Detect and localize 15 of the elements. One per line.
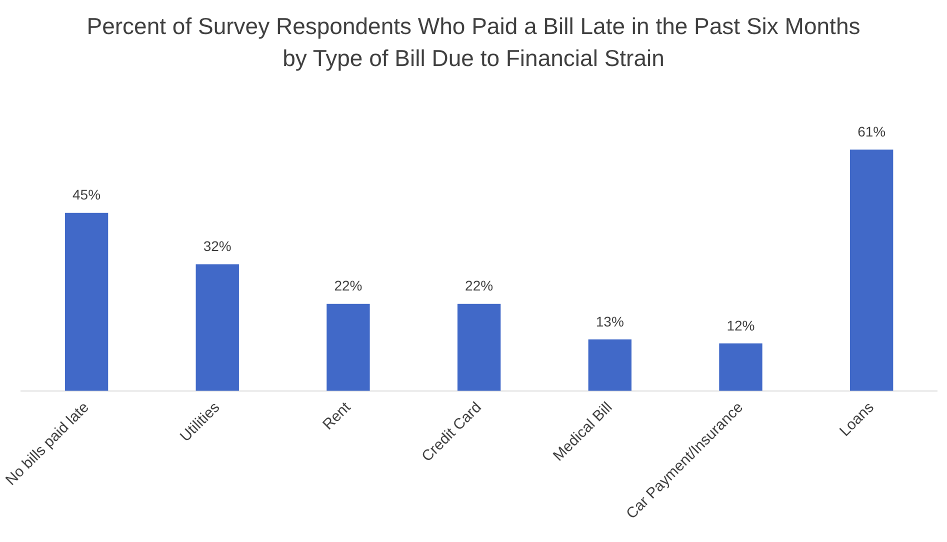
- bar: [457, 304, 501, 391]
- data-label: 22%: [465, 278, 494, 294]
- data-label: 12%: [726, 317, 755, 334]
- chart-title: Percent of Survey Respondents Who Paid a Bill Late in the Past Six Months by Type of Bill Due to Financial Strain: [86, 12, 862, 73]
- data-label: 22%: [334, 278, 362, 294]
- bar: [719, 343, 762, 391]
- data-label: 32%: [203, 238, 232, 254]
- bar: [64, 212, 108, 391]
- data-label: 61%: [858, 123, 886, 140]
- bar: [850, 150, 894, 391]
- bar: [196, 264, 239, 391]
- bar: [588, 339, 632, 391]
- bar: [326, 304, 370, 391]
- data-label: 13%: [596, 313, 624, 330]
- data-label: 45%: [72, 186, 101, 203]
